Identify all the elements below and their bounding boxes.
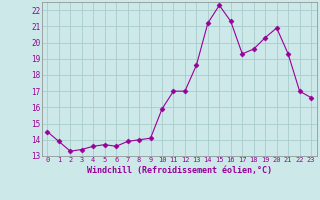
X-axis label: Windchill (Refroidissement éolien,°C): Windchill (Refroidissement éolien,°C) xyxy=(87,166,272,175)
